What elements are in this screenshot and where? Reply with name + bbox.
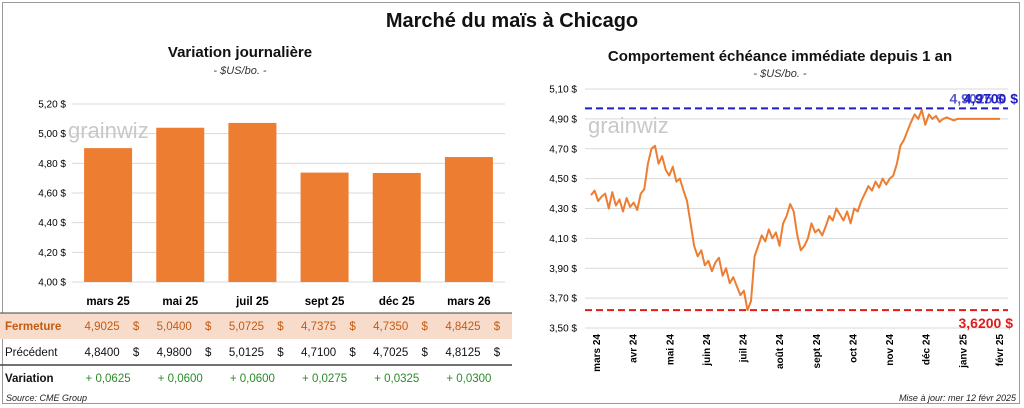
line-x-tick-label: oct 24	[848, 334, 859, 363]
watermark: grainwiz	[68, 118, 149, 143]
table-cell: + 0,0300	[446, 373, 491, 385]
line-x-tick-label: mars 24	[592, 334, 603, 372]
bar	[156, 127, 205, 282]
bar	[84, 148, 133, 282]
line-x-tick-label: sept 24	[812, 334, 823, 369]
bar-category-label: juil 25	[235, 296, 269, 308]
table-cell: 4,9025	[84, 321, 119, 333]
page-title: Marché du maïs à Chicago	[385, 10, 639, 32]
table-cell-currency: $	[494, 321, 501, 333]
line-y-tick-label: 3,50 $	[549, 324, 577, 335]
table-cell-currency: $	[205, 321, 212, 333]
table-cell: 4,7025	[373, 347, 408, 359]
line-y-tick-label: 5,10 $	[549, 85, 577, 96]
max-label: 4,9700 $	[964, 90, 1019, 106]
bar-category-label: mai 25	[162, 296, 198, 308]
line-y-tick-label: 4,50 $	[549, 174, 577, 185]
line-x-tick-label: août 24	[775, 334, 786, 369]
bar-category-label: mars 25	[86, 296, 130, 308]
chart-frame	[2, 2, 1020, 404]
bar-category-label: sept 25	[305, 296, 345, 308]
line-chart-subtitle: - $US/bo. -	[753, 68, 807, 80]
bar	[444, 157, 493, 282]
table-cell-currency: $	[277, 347, 284, 359]
bar-category-label: déc 25	[379, 296, 415, 308]
table-row-label: Fermeture	[5, 321, 61, 333]
bar-chart: 4,00 $ 4,20 $ 4,40 $ 4,60 $ 4,80 $ 5,00 $ 5,20…	[0, 100, 512, 385]
table-cell-currency: $	[422, 321, 429, 333]
line-x-tick-label: mai 24	[665, 334, 676, 366]
line-x-tick-label: janv 25	[958, 334, 969, 369]
bar-y-tick-label: 5,20 $	[38, 100, 66, 111]
table-row-label: Variation	[5, 373, 54, 385]
update-note: Mise à jour: mer 12 févr 2025	[898, 393, 1016, 403]
table-cell: 5,0725	[229, 321, 264, 333]
close-row-background	[0, 313, 512, 339]
table-cell-currency: $	[349, 321, 356, 333]
table-cell-currency: $	[349, 347, 356, 359]
line-y-tick-label: 4,30 $	[549, 204, 577, 215]
line-x-tick-label: déc 24	[922, 334, 933, 366]
bar	[228, 122, 277, 282]
bar-chart-subtitle: - $US/bo. -	[213, 65, 267, 77]
watermark: grainwiz	[588, 113, 669, 138]
line-y-tick-label: 4,90 $	[549, 114, 577, 125]
line-y-tick-label: 3,90 $	[549, 264, 577, 275]
table-cell: 4,9800	[157, 347, 192, 359]
table-cell: 4,7375	[301, 321, 336, 333]
bar	[372, 172, 421, 282]
table-cell: + 0,0600	[230, 373, 275, 385]
bar-chart-title: Variation journalière	[167, 44, 313, 61]
bar-y-tick-label: 4,40 $	[38, 218, 66, 229]
source-note: Source: CME Group	[6, 393, 88, 403]
bar-y-tick-label: 4,60 $	[38, 189, 66, 200]
line-y-tick-label: 4,70 $	[549, 144, 577, 155]
line-x-tick-label: févr 25	[995, 334, 1006, 367]
table-cell: + 0,0325	[374, 373, 419, 385]
last-price-label: 4,9025 $	[950, 90, 1005, 106]
min-label: 3,6200 $	[959, 315, 1014, 331]
table-cell-currency: $	[133, 347, 140, 359]
price-line	[590, 108, 1000, 312]
table-cell: + 0,0625	[86, 373, 131, 385]
line-y-tick-label: 4,10 $	[549, 234, 577, 245]
line-x-tick-label: juil 24	[739, 334, 750, 364]
table-cell: + 0,0275	[302, 373, 347, 385]
line-x-tick-label: avr 24	[629, 334, 640, 363]
bar-category-label: mars 26	[447, 296, 490, 308]
table-cell-currency: $	[494, 347, 501, 359]
line-chart-title: Comportement échéance immédiate depuis 1…	[607, 48, 953, 65]
line-y-tick-label: 3,70 $	[549, 294, 577, 305]
table-cell: 5,0125	[229, 347, 264, 359]
bar-y-tick-label: 4,80 $	[38, 159, 66, 170]
table-row-label: Précédent	[5, 347, 58, 359]
table-cell-currency: $	[277, 321, 284, 333]
line-x-tick-label: juin 24	[702, 334, 713, 367]
table-cell: 4,7350	[373, 321, 408, 333]
bar-y-tick-label: 4,00 $	[38, 278, 66, 289]
table-cell: 5,0400	[157, 321, 192, 333]
bar	[300, 172, 349, 282]
table-cell: 4,8400	[84, 347, 119, 359]
bar-y-tick-label: 5,00 $	[38, 129, 66, 140]
table-cell-currency: $	[422, 347, 429, 359]
bar-y-tick-label: 4,20 $	[38, 248, 66, 259]
table-cell-currency: $	[205, 347, 212, 359]
table-cell: 4,8425	[445, 321, 480, 333]
table-cell: 4,8125	[445, 347, 480, 359]
line-x-tick-label: nov 24	[885, 334, 896, 366]
table-cell: + 0,0600	[158, 373, 203, 385]
table-cell-currency: $	[133, 321, 140, 333]
table-cell: 4,7100	[301, 347, 336, 359]
